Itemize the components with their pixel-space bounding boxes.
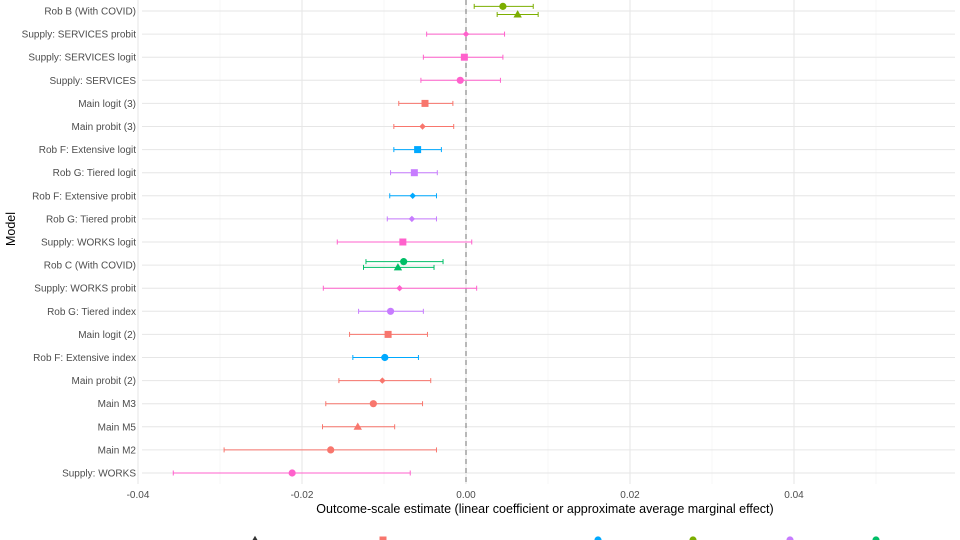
point-circle [288,469,296,477]
point-triangle [393,263,403,271]
legend [252,535,880,540]
point-circle [872,536,880,540]
x-tick-label: 0.04 [784,490,804,501]
y-tick-label: Main M5 [98,422,137,433]
x-tick-label: 0.00 [456,490,476,501]
estimate-supply [322,285,478,292]
x-tick-label: -0.04 [127,490,150,501]
legend-key [872,536,880,540]
estimate-supply [336,238,473,246]
y-tick-label: Rob F: Extensive probit [32,191,136,202]
point-diamond [396,285,403,292]
point-square [460,53,468,61]
point-diamond [462,30,470,38]
point-diamond [408,215,416,223]
y-axis-title: Model [4,212,18,246]
point-circle [456,76,464,84]
y-tick-label: Main M3 [98,399,137,410]
legend-key [689,536,697,540]
legend-key [786,536,794,540]
y-tick-label: Main probit (3) [72,122,136,133]
estimate-main [349,330,428,338]
estimate-robg [358,307,424,315]
point-circle [594,536,602,540]
estimate-supply [420,76,501,84]
estimate-main [223,446,437,454]
point-square [384,330,392,338]
estimate-main [338,377,432,384]
point-circle [381,353,389,362]
estimate-robf [389,192,437,199]
y-tick-label: Rob F: Extensive logit [39,145,136,156]
estimate-supply [172,469,411,477]
estimate-robf [352,353,419,362]
point-circle [400,258,408,266]
point-diamond [409,192,416,199]
point-square [421,99,429,107]
y-axis-tick-labels: Rob B (With COVID) Supply: SERVICES probi… [22,7,137,480]
y-tick-label: Rob F: Extensive index [33,353,136,364]
point-triangle [513,10,522,18]
estimate-robc [365,258,444,266]
legend-key [252,535,258,540]
legend-key [379,536,387,540]
estimate-marks [172,2,539,477]
x-tick-label: 0.02 [620,490,640,501]
y-tick-label: Supply: WORKS [62,469,136,480]
y-tick-label: Rob G: Tiered logit [53,168,137,179]
y-tick-label: Supply: WORKS probit [34,284,136,295]
estimate-main [398,99,454,107]
point-square [399,238,407,246]
point-square [414,146,422,154]
point-diamond [419,123,426,130]
point-circle [386,307,395,315]
y-tick-label: Supply: SERVICES [49,76,136,87]
estimate-robc [363,263,435,271]
estimate-robg [390,169,438,177]
point-square [379,536,387,540]
x-axis-title: Outcome-scale estimate (linear coefficie… [316,502,773,516]
y-tick-label: Supply: SERVICES logit [28,53,136,64]
y-tick-label: Supply: SERVICES probit [22,30,137,41]
estimate-robf [393,146,442,154]
point-triangle [252,535,258,540]
estimate-robg [386,215,437,223]
x-tick-label: -0.02 [291,490,314,501]
point-circle [369,400,377,408]
y-tick-label: Main logit (3) [78,99,136,110]
point-triangle [353,422,362,430]
y-tick-label: Main probit (2) [72,376,136,387]
y-tick-label: Main M2 [98,445,137,456]
point-circle [689,536,697,540]
estimate-main [322,422,396,430]
point-diamond [379,377,386,384]
point-circle [786,536,794,540]
point-circle [327,446,335,454]
estimate-robb [473,2,534,10]
point-square [410,169,418,177]
y-tick-label: Rob B (With COVID) [44,7,136,18]
estimate-main [325,400,424,408]
grid-lines [137,0,955,484]
y-tick-label: Main logit (2) [78,330,136,341]
y-tick-label: Rob G: Tiered probit [46,214,136,225]
estimate-supply [426,30,506,38]
estimate-supply [422,53,504,61]
estimate-robb [496,10,539,18]
x-axis-tick-labels: -0.04 -0.02 0.00 0.02 0.04 [127,490,805,501]
point-circle [499,2,507,10]
y-tick-label: Rob C (With COVID) [44,261,136,272]
legend-key [594,536,602,540]
y-tick-label: Supply: WORKS logit [41,238,136,249]
y-tick-label: Rob G: Tiered index [47,307,136,318]
estimate-main [393,123,455,130]
